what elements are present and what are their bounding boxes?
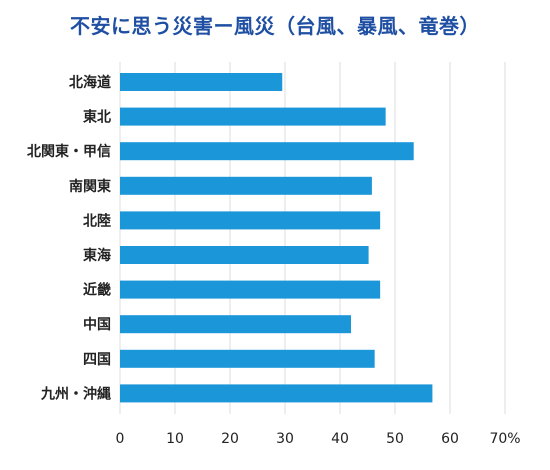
x-tick-label: 30	[276, 431, 294, 447]
category-label: 北海道	[69, 74, 111, 91]
bar	[120, 142, 414, 161]
bar	[120, 73, 283, 91]
x-tick-label: 70%	[489, 431, 520, 447]
bar	[120, 349, 375, 368]
x-tick-label: 0	[116, 431, 125, 447]
category-label: 近畿	[83, 282, 111, 299]
bar	[120, 107, 386, 126]
category-label: 東海	[83, 247, 111, 264]
x-tick-label: 10	[166, 431, 184, 447]
category-label: 南関東	[69, 178, 111, 195]
bar	[120, 211, 381, 230]
bar	[120, 384, 433, 403]
category-label: 北関東・甲信	[27, 143, 111, 160]
bar	[120, 246, 369, 264]
category-label: 北陸	[83, 212, 111, 229]
x-tick-label: 50	[386, 431, 404, 447]
x-tick-label: 20	[221, 431, 239, 447]
bar	[120, 280, 381, 299]
bars	[120, 73, 433, 403]
x-tick-label: 60	[441, 431, 459, 447]
category-label: 九州・沖縄	[40, 385, 111, 402]
x-tick-label: 40	[331, 431, 349, 447]
category-label: 四国	[83, 352, 111, 368]
chart-title: 不安に思う災害ー風災（台風、暴風、竜巻）	[70, 14, 480, 38]
bar	[120, 176, 372, 195]
category-label: 中国	[83, 316, 111, 333]
bar	[120, 315, 351, 334]
x-axis-ticks: 0 10 20 30 40 50 60 70%	[116, 431, 521, 447]
category-label: 東北	[83, 109, 111, 126]
